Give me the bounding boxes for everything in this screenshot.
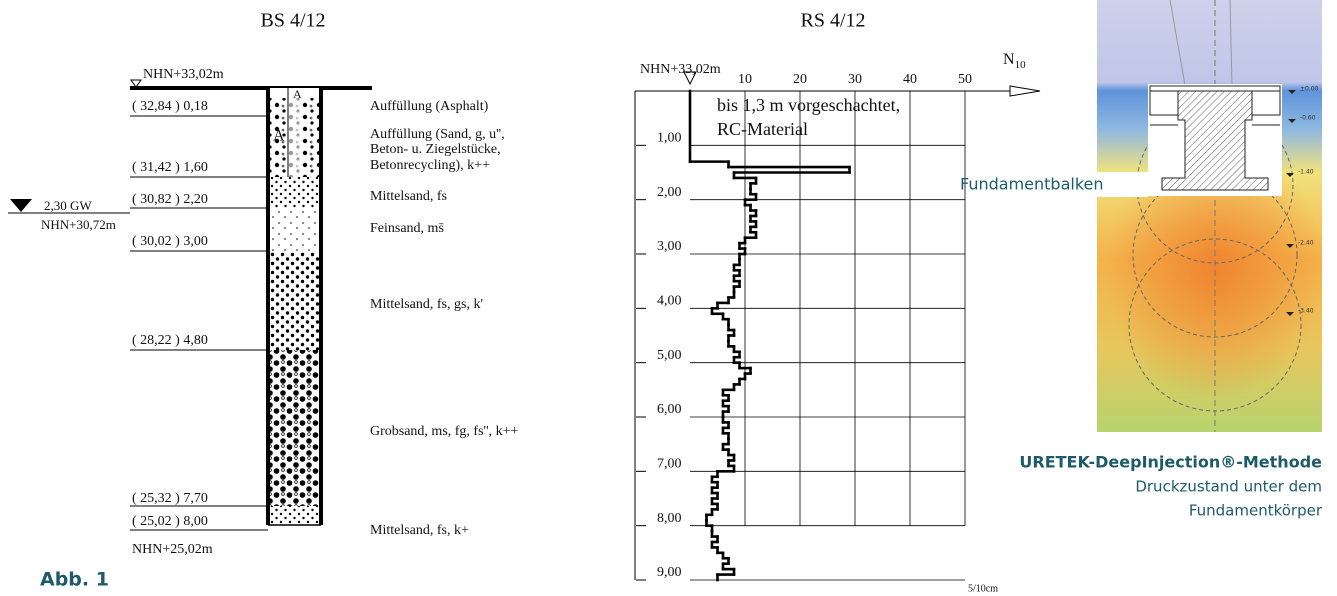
layer-label: ( 28,22 ) 4,80 [132, 333, 208, 348]
level-label: -3.40 [1298, 308, 1314, 315]
caption-line: Fundamentkörper [1189, 502, 1323, 520]
unit-note: 5/10cm [968, 583, 998, 594]
figure-page: BS 4/12 NHN+33,02m A A ( 32,84 ) 0,18 Auffüll… [0, 0, 1337, 596]
layer-description: Auffüllung (Sand, g, u'', [370, 127, 505, 142]
layer-description: Betonrecycling), k++ [370, 158, 490, 173]
x-axis-label-sub: 10 [1015, 59, 1027, 71]
x-tick-label: 40 [903, 72, 917, 87]
bottom-level: NHN+25,02m [132, 542, 213, 557]
x-tick-label: 10 [738, 72, 752, 87]
level-label: -2.40 [1298, 240, 1314, 247]
x-tick-label: 20 [793, 72, 807, 87]
layer-description: Feinsand, ms̄ [370, 221, 444, 236]
annotation: bis 1,3 m vorgeschachtet, [717, 95, 900, 115]
layer-description: Beton- u. Ziegelstücke, [370, 142, 501, 157]
y-tick-label: 9,00 [657, 565, 682, 580]
level-label: ±0.00 [1300, 86, 1319, 93]
layer-label: ( 31,42 ) 1,60 [132, 160, 208, 175]
groundwater-marker [10, 199, 32, 212]
groundwater-depth: 2,30 GW [44, 198, 92, 213]
groundwater-level: NHN+30,72m [41, 217, 116, 232]
annotation: RC-Material [717, 119, 808, 139]
column-mark-box [288, 88, 302, 177]
layer-description: Grobsand, ms, fg, fs'', k++ [370, 424, 518, 439]
figure-number: Abb. 1 [40, 569, 109, 591]
page: BS 4/12 NHN+33,02m A A ( 32,84 ) 0,18 Auffüll… [0, 0, 1337, 596]
y-tick-label: 5,00 [657, 348, 682, 363]
level-label: -0.60 [1300, 115, 1316, 122]
x-axis-label-main: N [1003, 51, 1015, 68]
y-tick-label: 3,00 [657, 239, 682, 254]
column-mark: A [293, 87, 302, 101]
y-tick-label: 7,00 [657, 457, 682, 472]
chart-top-level: NHN+33,02m [640, 62, 721, 77]
caption-line: Druckzustand unter dem [1135, 478, 1322, 496]
layer-label: ( 25,02 ) 8,00 [132, 514, 208, 529]
layer-label: ( 30,02 ) 3,00 [132, 234, 208, 249]
layer-label: ( 25,32 ) 7,70 [132, 491, 208, 506]
ground-marker [131, 80, 141, 87]
soil-band [269, 208, 320, 252]
top-level: NHN+33,02m [143, 67, 224, 82]
y-tick-label: 6,00 [657, 402, 682, 417]
soil-band [269, 506, 320, 525]
y-tick-label: 1,00 [657, 131, 682, 146]
y-tick-label: 8,00 [657, 511, 682, 526]
layer-description: Mittelsand, fs, k+ [370, 523, 469, 538]
soil-band [269, 252, 320, 350]
y-tick-label: 4,00 [657, 294, 682, 309]
soil-band [269, 177, 320, 208]
borehole-title: BS 4/12 [260, 10, 325, 32]
layer-label: ( 30,82 ) 2,20 [132, 192, 208, 207]
pressure-image [1097, 0, 1325, 432]
x-tick-label: 50 [958, 72, 972, 87]
image-label: Fundamentbalken [960, 175, 1104, 194]
layer-description: Mittelsand, fs [370, 189, 447, 204]
layer-description: Auffüllung (Asphalt) [370, 99, 489, 114]
x-tick-label: 30 [848, 72, 862, 87]
level-label: -1.40 [1298, 169, 1314, 176]
caption-title: URETEK-DeepInjection®-Methode [1019, 453, 1322, 472]
chart-title: RS 4/12 [800, 10, 865, 32]
x-axis-arrow [1010, 86, 1040, 96]
column-mark: A [273, 128, 285, 145]
soil-band [269, 350, 320, 506]
layer-label: ( 32,84 ) 0,18 [132, 99, 208, 114]
y-tick-label: 2,00 [657, 185, 682, 200]
x-axis-label: N10 [1003, 51, 1026, 71]
layer-description: Mittelsand, fs, gs, k' [370, 297, 483, 312]
